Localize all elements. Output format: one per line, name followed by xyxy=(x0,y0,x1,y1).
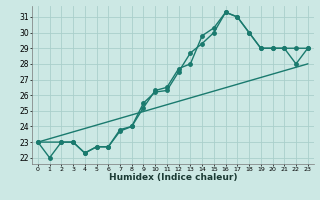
X-axis label: Humidex (Indice chaleur): Humidex (Indice chaleur) xyxy=(108,173,237,182)
